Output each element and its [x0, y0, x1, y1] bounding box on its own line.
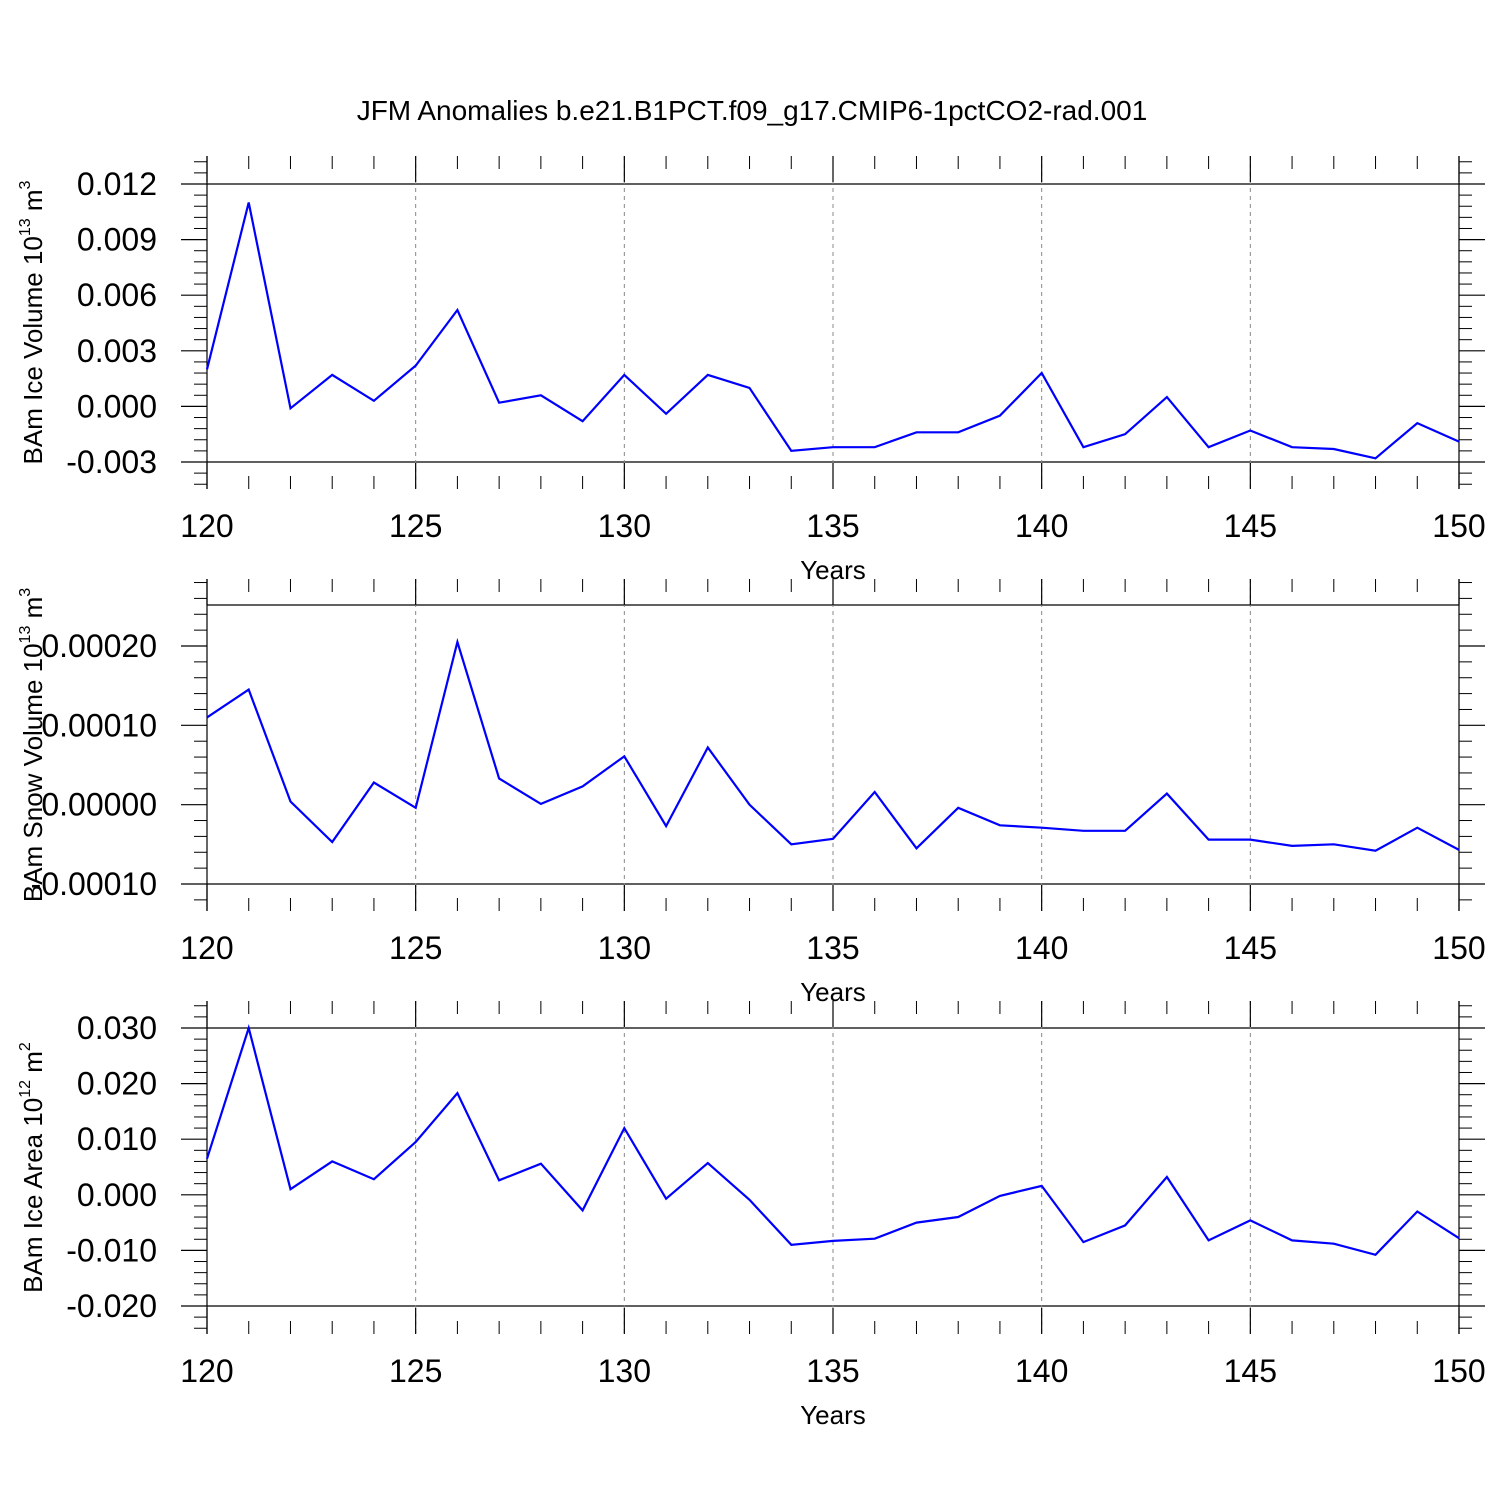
x-tick-label: 130	[598, 508, 651, 544]
x-tick-label: 145	[1224, 508, 1277, 544]
y-tick-label: -0.00010	[31, 866, 157, 902]
y-tick-label: 0.006	[77, 277, 157, 313]
x-tick-label: 120	[180, 930, 233, 966]
panels: 120 125 130 135 140 145 150 0.012 0.009 0.006 0.00…	[17, 156, 1486, 1430]
x-tick-label: 140	[1015, 508, 1068, 544]
y-tick-label: 0.009	[77, 222, 157, 258]
x-tick-label: 150	[1432, 508, 1485, 544]
series-line	[205, 202, 1460, 460]
panel-3: 120 125 130 135 140 145 150 0.030 0.020 0.010 0.00…	[17, 1001, 1486, 1430]
panel-1: 120 125 130 135 140 145 150 0.012 0.009 0.006 0.00…	[17, 156, 1486, 585]
x-tick-label: 145	[1224, 1353, 1277, 1389]
y-tick-label: -0.020	[66, 1288, 157, 1324]
y-axis-label: BAm Ice Area 1012 m2	[17, 1042, 48, 1293]
x-tick-label: 140	[1015, 930, 1068, 966]
y-axis-label: BAm Snow Volume 1013 m3	[17, 588, 48, 902]
y-tick-label: 0.000	[77, 1177, 157, 1213]
y-tick-label: 0.00010	[41, 707, 157, 743]
y-tick-label: -0.010	[66, 1232, 157, 1268]
x-tick-label: 150	[1432, 1353, 1485, 1389]
x-tick-label: 125	[389, 1353, 442, 1389]
x-tick-label: 135	[806, 508, 859, 544]
y-tick-label: -0.003	[66, 444, 157, 480]
x-tick-label: 135	[806, 930, 859, 966]
y-tick-label: 0.020	[77, 1066, 157, 1102]
y-axis-label: BAm Ice Volume 1013 m3	[17, 180, 48, 464]
x-tick-label: 130	[598, 930, 651, 966]
y-tick-label: 0.00000	[41, 787, 157, 823]
x-tick-label: 120	[180, 1353, 233, 1389]
y-tick-label: 0.00020	[41, 628, 157, 664]
x-tick-label: 125	[389, 930, 442, 966]
x-tick-label: 150	[1432, 930, 1485, 966]
x-axis-label: Years	[800, 1400, 866, 1430]
x-tick-label: 130	[598, 1353, 651, 1389]
x-tick-label: 120	[180, 508, 233, 544]
series-line	[205, 1024, 1460, 1257]
y-tick-label: 0.012	[77, 166, 157, 202]
y-tick-label: 0.030	[77, 1010, 157, 1046]
x-tick-label: 140	[1015, 1353, 1068, 1389]
y-tick-label: 0.000	[77, 388, 157, 424]
panel-2: 120 125 130 135 140 145 150 0.00020 0.00010 0.000…	[17, 579, 1486, 1007]
series-line	[206, 637, 1460, 852]
x-tick-label: 145	[1224, 930, 1277, 966]
figure-title: JFM Anomalies b.e21.B1PCT.f09_g17.CMIP6-…	[357, 95, 1148, 126]
y-tick-label: 0.003	[77, 333, 157, 369]
x-tick-label: 125	[389, 508, 442, 544]
x-tick-label: 135	[806, 1353, 859, 1389]
y-tick-label: 0.010	[77, 1121, 157, 1157]
